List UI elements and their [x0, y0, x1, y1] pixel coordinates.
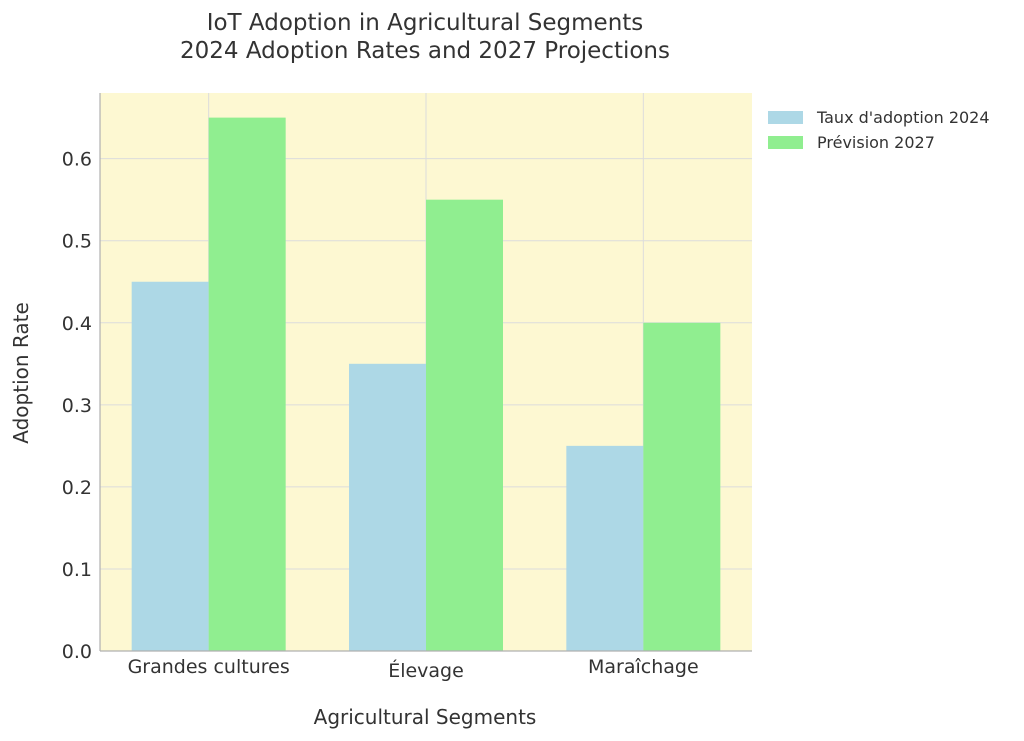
chart-title-line-2: 2024 Adoption Rates and 2027 Projections	[180, 38, 670, 64]
bar	[131, 281, 209, 651]
legend-label: Prévision 2027	[817, 133, 935, 152]
axes	[99, 93, 752, 652]
bar	[349, 363, 426, 651]
y-tick-label: 0.3	[62, 395, 92, 417]
x-tick-label: Élevage	[388, 659, 464, 682]
bar	[643, 322, 721, 651]
y-tick-label: 0.4	[62, 313, 92, 335]
legend-swatch	[768, 136, 803, 149]
tick-labels: 0.0 0.1 0.2 0.3 0.4 0.5 0.6 Grandes cultures Éle…	[62, 149, 699, 682]
bars	[131, 117, 721, 652]
y-tick-label: 0.0	[62, 641, 92, 663]
bar	[208, 117, 286, 651]
y-axis-label: Adoption Rate	[9, 302, 33, 443]
legend-swatch	[768, 111, 803, 124]
legend: Taux d'adoption 2024 Prévision 2027	[768, 108, 990, 152]
y-tick-label: 0.2	[62, 477, 92, 499]
y-tick-label: 0.5	[62, 231, 92, 253]
chart-title-line-1: IoT Adoption in Agricultural Segments	[207, 10, 644, 36]
x-axis-label: Agricultural Segments	[314, 705, 537, 729]
y-tick-label: 0.1	[62, 559, 92, 581]
x-tick-label: Maraîchage	[588, 656, 699, 678]
y-tick-label: 0.6	[62, 149, 92, 171]
bar	[426, 199, 503, 652]
bar	[566, 445, 644, 651]
x-tick-label: Grandes cultures	[128, 656, 290, 678]
legend-label: Taux d'adoption 2024	[816, 108, 990, 127]
